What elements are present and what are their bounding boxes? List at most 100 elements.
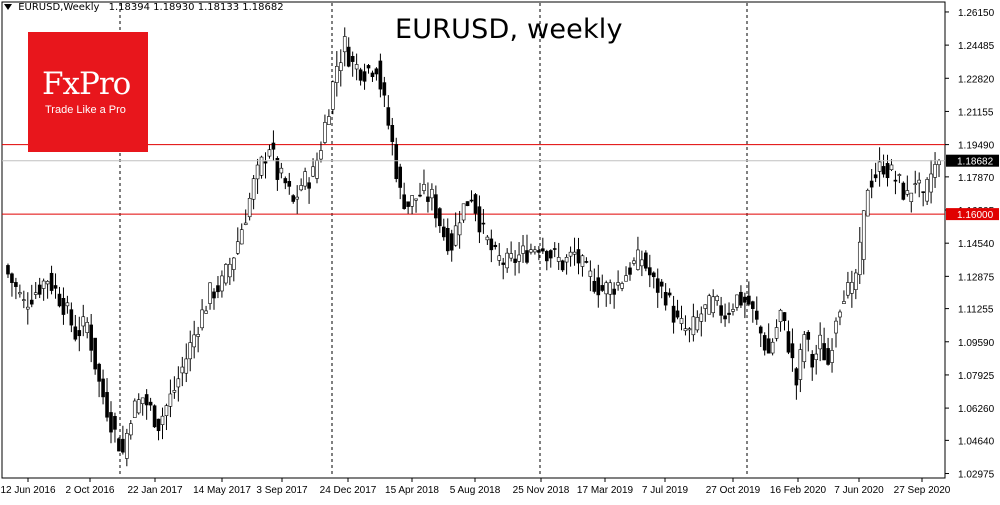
candle-body (45, 281, 50, 285)
candle-body (592, 280, 597, 292)
candle-body (200, 309, 204, 329)
candle-body (176, 378, 181, 388)
candle-body (850, 282, 854, 294)
candle-body (406, 201, 410, 207)
candle-body (893, 179, 898, 182)
candle-body (125, 433, 129, 459)
candle-body (168, 393, 173, 407)
candle-body (93, 337, 97, 370)
candle-body (671, 305, 676, 323)
candle-body (57, 293, 62, 307)
candle-body (390, 125, 395, 142)
candle-body (283, 178, 288, 184)
candle-body (533, 249, 537, 253)
candle-body (346, 46, 351, 67)
y-tick-label: 1.14540 (958, 239, 995, 250)
candle-body (457, 222, 462, 236)
logo-brand-text: FxPro (42, 66, 131, 102)
candle-body (156, 418, 161, 432)
candle-body (778, 309, 783, 323)
y-tick-label: 1.17870 (958, 173, 995, 184)
candle-body (243, 222, 248, 225)
candle-body (632, 260, 636, 264)
candle-body (192, 334, 196, 348)
candle-body (109, 412, 113, 433)
candle-body (699, 313, 704, 322)
candle-body (81, 316, 86, 327)
candle-body (794, 368, 799, 386)
candle-body (735, 294, 739, 308)
y-tick-label: 1.19490 (958, 141, 995, 152)
dropdown-triangle-icon[interactable] (4, 4, 12, 10)
candle-body (148, 401, 153, 406)
candle-body (885, 163, 890, 179)
y-tick-label: 1.04640 (958, 436, 995, 447)
candle-body (556, 257, 561, 262)
candle-body (465, 201, 470, 207)
candle-body (584, 261, 589, 263)
candle-body (291, 195, 296, 202)
candle-body (929, 173, 933, 193)
candle-body (747, 295, 751, 305)
logo-tagline: Trade Like a Pro (45, 104, 126, 116)
candle-body (933, 164, 937, 178)
candle-body (453, 225, 458, 246)
candle-body (675, 310, 680, 318)
candle-body (73, 326, 78, 340)
candle-body (216, 285, 220, 293)
candle-body (493, 244, 498, 248)
ohlc-open: 1.18394 (108, 2, 150, 13)
candle-body (826, 348, 830, 365)
chart-title: EURUSD, weekly (395, 14, 623, 45)
candle-body (758, 326, 763, 334)
x-tick-label: 16 Feb 2020 (770, 485, 827, 496)
x-tick-label: 7 Jun 2020 (834, 485, 884, 496)
candle-body (196, 334, 200, 337)
symbol-info-bar: EURUSD,Weekly 1.18394 1.18930 1.18133 1.… (4, 2, 284, 13)
candle-body (861, 210, 866, 260)
candle-body (430, 189, 434, 199)
y-tick-label: 1.09590 (958, 338, 995, 349)
candle-body (247, 197, 252, 218)
candle-body (331, 81, 335, 110)
candle-body (315, 159, 319, 179)
candle-body (541, 248, 545, 252)
candle-body (327, 116, 331, 125)
candle-body (362, 71, 367, 82)
candle-body (695, 317, 700, 331)
candle-body (881, 166, 886, 175)
candle-body (101, 378, 105, 398)
candle-body (267, 149, 272, 157)
candle-body (172, 390, 177, 393)
candle-body (469, 199, 474, 202)
candle-body (913, 183, 918, 185)
candle-body (723, 315, 727, 320)
candle-body (905, 190, 910, 195)
ohlc-close: 1.18682 (242, 2, 284, 13)
plot-frame (1, 1, 946, 479)
y-tick-label: 1.11255 (958, 305, 994, 316)
candle-body (822, 343, 826, 361)
candle-body (711, 296, 715, 314)
candle-body (164, 405, 169, 417)
candle-body (644, 252, 648, 269)
candle-body (235, 241, 240, 254)
candle-body (445, 228, 450, 252)
candle-body (552, 248, 557, 250)
y-tick-label: 1.07925 (958, 371, 995, 382)
candle-body (295, 196, 299, 200)
candle-body (580, 255, 585, 267)
candle-body (548, 250, 553, 259)
candle-body (422, 184, 426, 191)
candle-body (311, 166, 315, 177)
x-tick-label: 25 Nov 2018 (513, 485, 570, 496)
level-label: 1.16000 (957, 210, 994, 221)
candle-body (402, 194, 406, 209)
candle-body (53, 285, 58, 289)
x-tick-label: 3 Sep 2017 (256, 485, 308, 496)
candle-body (366, 65, 371, 69)
candle-body (113, 416, 117, 430)
level-label-bg (946, 208, 999, 221)
candle-body (228, 263, 232, 278)
